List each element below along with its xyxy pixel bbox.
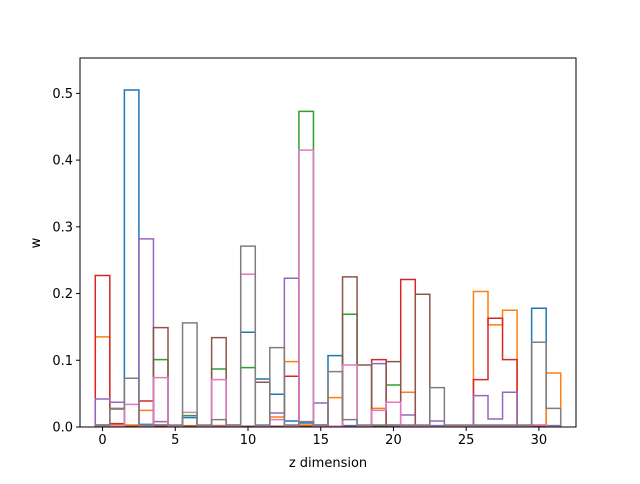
x-tick-label: 10	[240, 433, 257, 448]
x-tick-label: 0	[98, 433, 106, 448]
y-tick-label: 0.4	[52, 154, 73, 169]
x-tick-label: 20	[385, 433, 402, 448]
axes-layer: 0 5 10 15 20 25 30 0.0 0.1 0.2 0.3 0.4 0.5	[52, 57, 577, 448]
y-axis-label: w	[29, 237, 44, 248]
y-tick-label: 0.0	[52, 421, 73, 436]
series-6-step-line	[94, 149, 562, 428]
x-tick-label: 25	[458, 433, 475, 448]
y-tick-label: 0.3	[52, 220, 73, 235]
x-tick-label: 30	[531, 433, 548, 448]
y-tick-label: 0.2	[52, 287, 73, 302]
axes-frame	[79, 57, 577, 428]
series-layer	[94, 89, 562, 428]
x-tick-label: 15	[312, 433, 329, 448]
x-tick-label: 5	[171, 433, 179, 448]
y-tick-label: 0.5	[52, 87, 73, 102]
y-tick-label: 0.1	[52, 354, 73, 369]
x-axis-label: z dimension	[289, 456, 367, 471]
series-7-step-line	[94, 245, 562, 427]
